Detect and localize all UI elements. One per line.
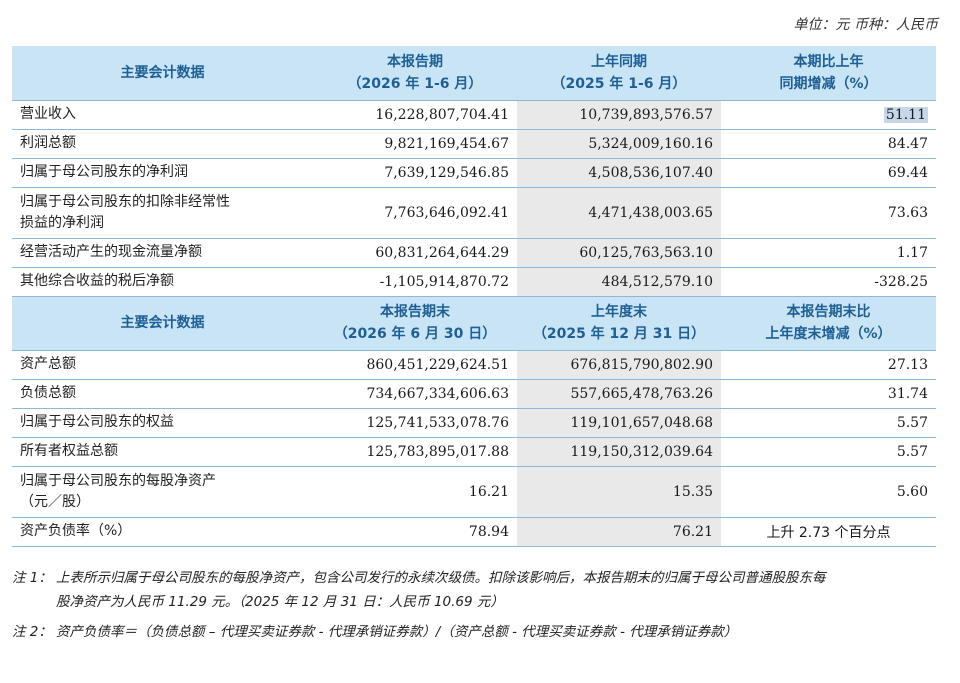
previous-value: 557,665,478,763.26 [517,379,721,409]
previous-value: 60,125,763,563.10 [517,238,721,268]
unit-currency-label: 单位：元 币种：人民币 [793,17,938,33]
previous-value: 76.21 [517,517,721,547]
section2-header-label: 主要会计数据 [12,296,313,351]
highlighted-value: 51.11 [883,106,928,123]
row-label: 所有者权益总额 [12,437,313,467]
row-label: 资产负债率（%） [12,517,313,547]
table-row: 其他综合收益的税后净额 -1,105,914,870.72 484,512,57… [12,267,936,297]
footnote-text: 资产负债率＝（负债总额 – 代理买卖证券款 - 代理承销证券款）/（资产总额 -… [56,624,738,640]
table-row: 负债总额 734,667,334,606.63 557,665,478,763.… [12,379,936,409]
section2-header-change: 本报告期末比 上年度末增减（%） [721,296,936,351]
header-line: 本报告期 [387,53,443,70]
table-row: 归属于母公司股东的每股净资产 （元／股） 16.21 15.35 5.60 [12,466,936,518]
header-line: 本报告期末 [380,304,450,320]
row-label: 利润总额 [12,129,313,159]
header-line: （2025 年 1-6 月） [551,75,687,92]
current-value: 7,639,129,546.85 [313,158,517,188]
change-value: 5.57 [721,437,936,467]
row-label: 归属于母公司股东的净利润 [12,158,313,188]
section2-header-row: 主要会计数据 本报告期末 （2026 年 6 月 30 日） 上年度末 （202… [12,296,936,351]
section1-header-label: 主要会计数据 [12,46,313,101]
previous-value: 4,508,536,107.40 [517,158,721,188]
table-row: 资产负债率（%） 78.94 76.21 上升 2.73 个百分点 [12,517,936,547]
change-value: 1.17 [721,238,936,268]
current-value: 60,831,264,644.29 [313,238,517,268]
previous-value: 676,815,790,802.90 [517,350,721,380]
section2-header-previous: 上年度末 （2025 年 12 月 31 日） [517,296,721,351]
current-value: 16.21 [313,466,517,518]
change-value: 69.44 [721,158,936,188]
row-label-line: 归属于母公司股东的每股净资产 [20,472,216,489]
header-line: 同期增减（%） [779,75,878,92]
current-value: 860,451,229,624.51 [313,350,517,380]
table-row: 归属于母公司股东的扣除非经常性 损益的净利润 7,763,646,092.41 … [12,187,936,239]
previous-value: 10,739,893,576.57 [517,100,721,130]
current-value: 734,667,334,606.63 [313,379,517,409]
row-label: 归属于母公司股东的权益 [12,408,313,438]
section1-header-previous: 上年同期 （2025 年 1-6 月） [517,46,721,101]
row-label: 其他综合收益的税后净额 [12,267,313,297]
change-value: -328.25 [721,267,936,297]
row-label: 营业收入 [12,100,313,130]
change-value: 51.11 [721,100,936,130]
header-line: 上年度末 [591,304,647,320]
current-value: 9,821,169,454.67 [313,129,517,159]
table-row: 所有者权益总额 125,783,895,017.88 119,150,312,0… [12,437,936,467]
row-label: 资产总额 [12,350,313,380]
current-value: -1,105,914,870.72 [313,267,517,297]
row-label: 经营活动产生的现金流量净额 [12,238,313,268]
row-label: 归属于母公司股东的扣除非经常性 损益的净利润 [12,187,313,239]
footnote-tag: 注 2： [12,624,52,640]
section1-header-row: 主要会计数据 本报告期 （2026 年 1-6 月） 上年同期 （2025 年 … [12,46,936,101]
section1-header-change: 本期比上年 同期增减（%） [721,46,936,101]
change-value: 84.47 [721,129,936,159]
header-line: 本报告期末比 [786,304,871,320]
section2-header-current: 本报告期末 （2026 年 6 月 30 日） [313,296,517,351]
table-row: 归属于母公司股东的净利润 7,639,129,546.85 4,508,536,… [12,158,936,188]
header-line: （2026 年 1-6 月） [347,75,483,92]
row-label: 归属于母公司股东的每股净资产 （元／股） [12,466,313,518]
header-line: 上年度末增减（%） [765,326,892,342]
table-row: 资产总额 860,451,229,624.51 676,815,790,802.… [12,350,936,380]
section1-header-current: 本报告期 （2026 年 1-6 月） [313,46,517,101]
footnote-text: 上表所示归属于母公司股东的每股净资产，包含公司发行的永续次级债。扣除该影响后，本… [56,570,826,586]
change-value: 5.60 [721,466,936,518]
previous-value: 119,101,657,048.68 [517,408,721,438]
previous-value: 119,150,312,039.64 [517,437,721,467]
row-label: 负债总额 [12,379,313,409]
current-value: 125,741,533,078.76 [313,408,517,438]
financial-data-table: 主要会计数据 本报告期 （2026 年 1-6 月） 上年同期 （2025 年 … [12,46,936,547]
header-line: 本期比上年 [793,53,864,70]
previous-value: 484,512,579.10 [517,267,721,297]
footnote-1: 注 1： 上表所示归属于母公司股东的每股净资产，包含公司发行的永续次级债。扣除该影… [12,566,942,614]
table-row: 归属于母公司股东的权益 125,741,533,078.76 119,101,6… [12,408,936,438]
table-row: 经营活动产生的现金流量净额 60,831,264,644.29 60,125,7… [12,238,936,268]
change-value: 上升 2.73 个百分点 [721,517,936,547]
change-value: 73.63 [721,187,936,239]
previous-value: 5,324,009,160.16 [517,129,721,159]
table-row: 利润总额 9,821,169,454.67 5,324,009,160.16 8… [12,129,936,159]
footnotes: 注 1： 上表所示归属于母公司股东的每股净资产，包含公司发行的永续次级债。扣除该影… [12,566,942,650]
row-label-line: （元／股） [20,493,90,510]
header-line: 上年同期 [591,53,647,70]
previous-value: 4,471,438,003.65 [517,187,721,239]
header-line: （2026 年 6 月 30 日） [333,326,497,342]
change-value: 31.74 [721,379,936,409]
current-value: 7,763,646,092.41 [313,187,517,239]
current-value: 16,228,807,704.41 [313,100,517,130]
footnote-tag: 注 1： [12,570,52,586]
footnote-2: 注 2： 资产负债率＝（负债总额 – 代理买卖证券款 - 代理承销证券款）/（资产… [12,620,942,644]
current-value: 125,783,895,017.88 [313,437,517,467]
footnote-text: 股净资产为人民币 11.29 元。（2025 年 12 月 31 日：人民币 1… [56,594,504,610]
previous-value: 15.35 [517,466,721,518]
change-value: 5.57 [721,408,936,438]
row-label-line: 损益的净利润 [20,214,104,231]
row-label-line: 归属于母公司股东的扣除非经常性 [20,193,230,210]
header-line: （2025 年 12 月 31 日） [532,326,706,342]
change-value: 27.13 [721,350,936,380]
table-row: 营业收入 16,228,807,704.41 10,739,893,576.57… [12,100,936,130]
current-value: 78.94 [313,517,517,547]
